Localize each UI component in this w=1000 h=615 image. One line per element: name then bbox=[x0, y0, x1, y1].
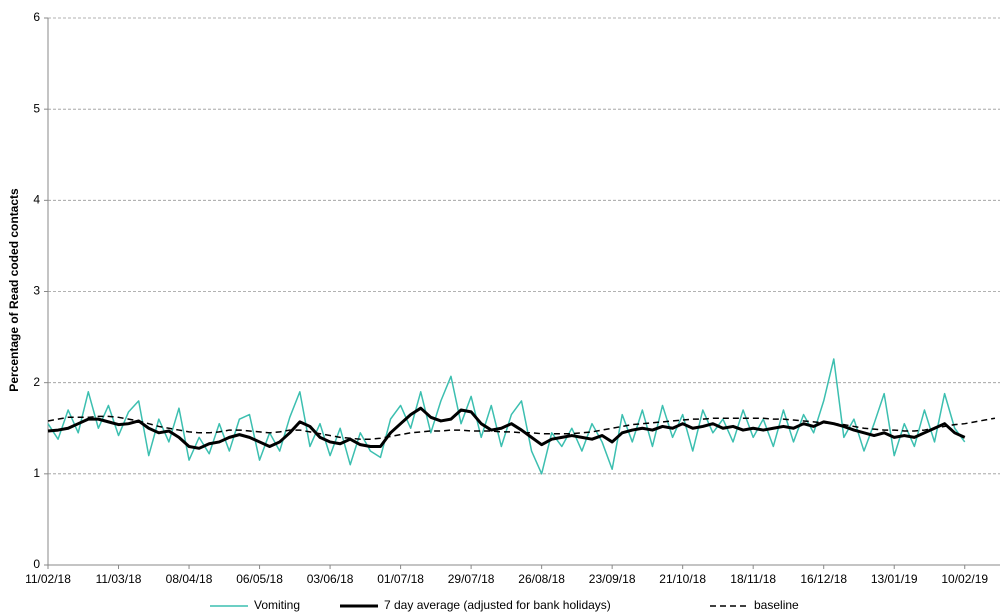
series-line bbox=[47, 358, 966, 475]
y-tick-label: 0 bbox=[33, 557, 40, 571]
x-tick-label: 03/06/18 bbox=[307, 572, 354, 586]
legend-label: 7 day average (adjusted for bank holiday… bbox=[384, 598, 611, 612]
y-tick-label: 5 bbox=[33, 101, 40, 115]
x-tick-label: 11/03/18 bbox=[96, 572, 142, 586]
y-axis-label: Percentage of Read coded contacts bbox=[7, 188, 21, 392]
series-line bbox=[47, 415, 996, 440]
x-tick-label: 23/09/18 bbox=[589, 572, 636, 586]
y-tick-label: 1 bbox=[33, 466, 40, 480]
x-tick-label: 26/08/18 bbox=[518, 572, 565, 586]
x-tick-label: 10/02/19 bbox=[941, 572, 988, 586]
legend-label: baseline bbox=[754, 598, 799, 612]
x-tick-label: 08/04/18 bbox=[166, 572, 213, 586]
x-tick-label: 18/11/18 bbox=[730, 572, 776, 586]
x-tick-label: 21/10/18 bbox=[659, 572, 706, 586]
y-tick-label: 4 bbox=[33, 193, 40, 207]
x-tick-label: 13/01/19 bbox=[871, 572, 918, 586]
x-tick-label: 11/02/18 bbox=[25, 572, 71, 586]
x-tick-label: 16/12/18 bbox=[800, 572, 847, 586]
x-tick-label: 01/07/18 bbox=[377, 572, 424, 586]
x-tick-label: 06/05/18 bbox=[236, 572, 283, 586]
y-tick-label: 3 bbox=[33, 284, 40, 298]
y-tick-label: 6 bbox=[33, 10, 40, 24]
legend-label: Vomiting bbox=[254, 598, 300, 612]
x-tick-label: 29/07/18 bbox=[448, 572, 495, 586]
series-line bbox=[47, 406, 966, 450]
y-tick-label: 2 bbox=[33, 375, 40, 389]
